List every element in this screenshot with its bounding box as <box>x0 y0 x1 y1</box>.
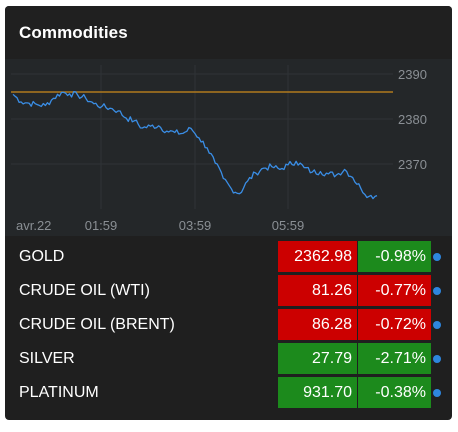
commodity-change: -2.71% <box>358 343 431 374</box>
x-tick-label: 03:59 <box>179 218 212 233</box>
commodity-name: GOLD <box>19 248 65 265</box>
commodity-row-silver[interactable]: SILVER 27.79 -2.71% <box>5 342 452 376</box>
x-tick-label: 01:59 <box>85 218 118 233</box>
commodity-change: -0.77% <box>358 275 431 306</box>
series-line <box>12 91 378 200</box>
commodity-price: 931.70 <box>278 377 357 408</box>
commodity-row-crude-oil-wti[interactable]: CRUDE OIL (WTI) 81.26 -0.77% <box>5 274 452 308</box>
commodity-name: PLATINUM <box>19 384 99 401</box>
commodity-price: 27.79 <box>278 343 357 374</box>
dot-icon[interactable] <box>433 321 441 329</box>
dot-icon[interactable] <box>433 389 441 397</box>
commodity-price: 86.28 <box>278 309 357 340</box>
price-chart-svg: 2390 2380 2370 avr.22 01:59 03:59 05:59 <box>11 65 427 233</box>
dot-icon[interactable] <box>433 355 441 363</box>
commodity-name: CRUDE OIL (BRENT) <box>19 316 175 333</box>
commodity-change: -0.38% <box>358 377 431 408</box>
commodity-change: -0.98% <box>358 241 431 272</box>
commodity-name: SILVER <box>19 350 75 367</box>
widget-title: Commodities <box>19 22 128 42</box>
x-tick-label: 05:59 <box>272 218 305 233</box>
widget-header: Commodities <box>5 6 452 59</box>
commodity-row-platinum[interactable]: PLATINUM 931.70 -0.38% <box>5 376 452 410</box>
x-tick-label: avr.22 <box>16 218 51 233</box>
commodity-price: 81.26 <box>278 275 357 306</box>
commodity-name: CRUDE OIL (WTI) <box>19 282 150 299</box>
y-tick-label: 2390 <box>398 67 427 82</box>
y-tick-label: 2370 <box>398 157 427 172</box>
commodity-row-crude-oil-brent[interactable]: CRUDE OIL (BRENT) 86.28 -0.72% <box>5 308 452 342</box>
commodity-change: -0.72% <box>358 309 431 340</box>
commodities-widget: Commodities 2390 2380 2370 avr.22 01:59 03:59… <box>5 6 452 420</box>
commodity-price: 2362.98 <box>278 241 357 272</box>
commodities-list: GOLD 2362.98 -0.98% CRUDE OIL (WTI) 81.2… <box>5 236 452 410</box>
price-chart[interactable]: 2390 2380 2370 avr.22 01:59 03:59 05:59 <box>5 59 452 236</box>
dot-icon[interactable] <box>433 287 441 295</box>
dot-icon[interactable] <box>433 253 441 261</box>
y-tick-label: 2380 <box>398 112 427 127</box>
commodity-row-gold[interactable]: GOLD 2362.98 -0.98% <box>5 240 452 274</box>
